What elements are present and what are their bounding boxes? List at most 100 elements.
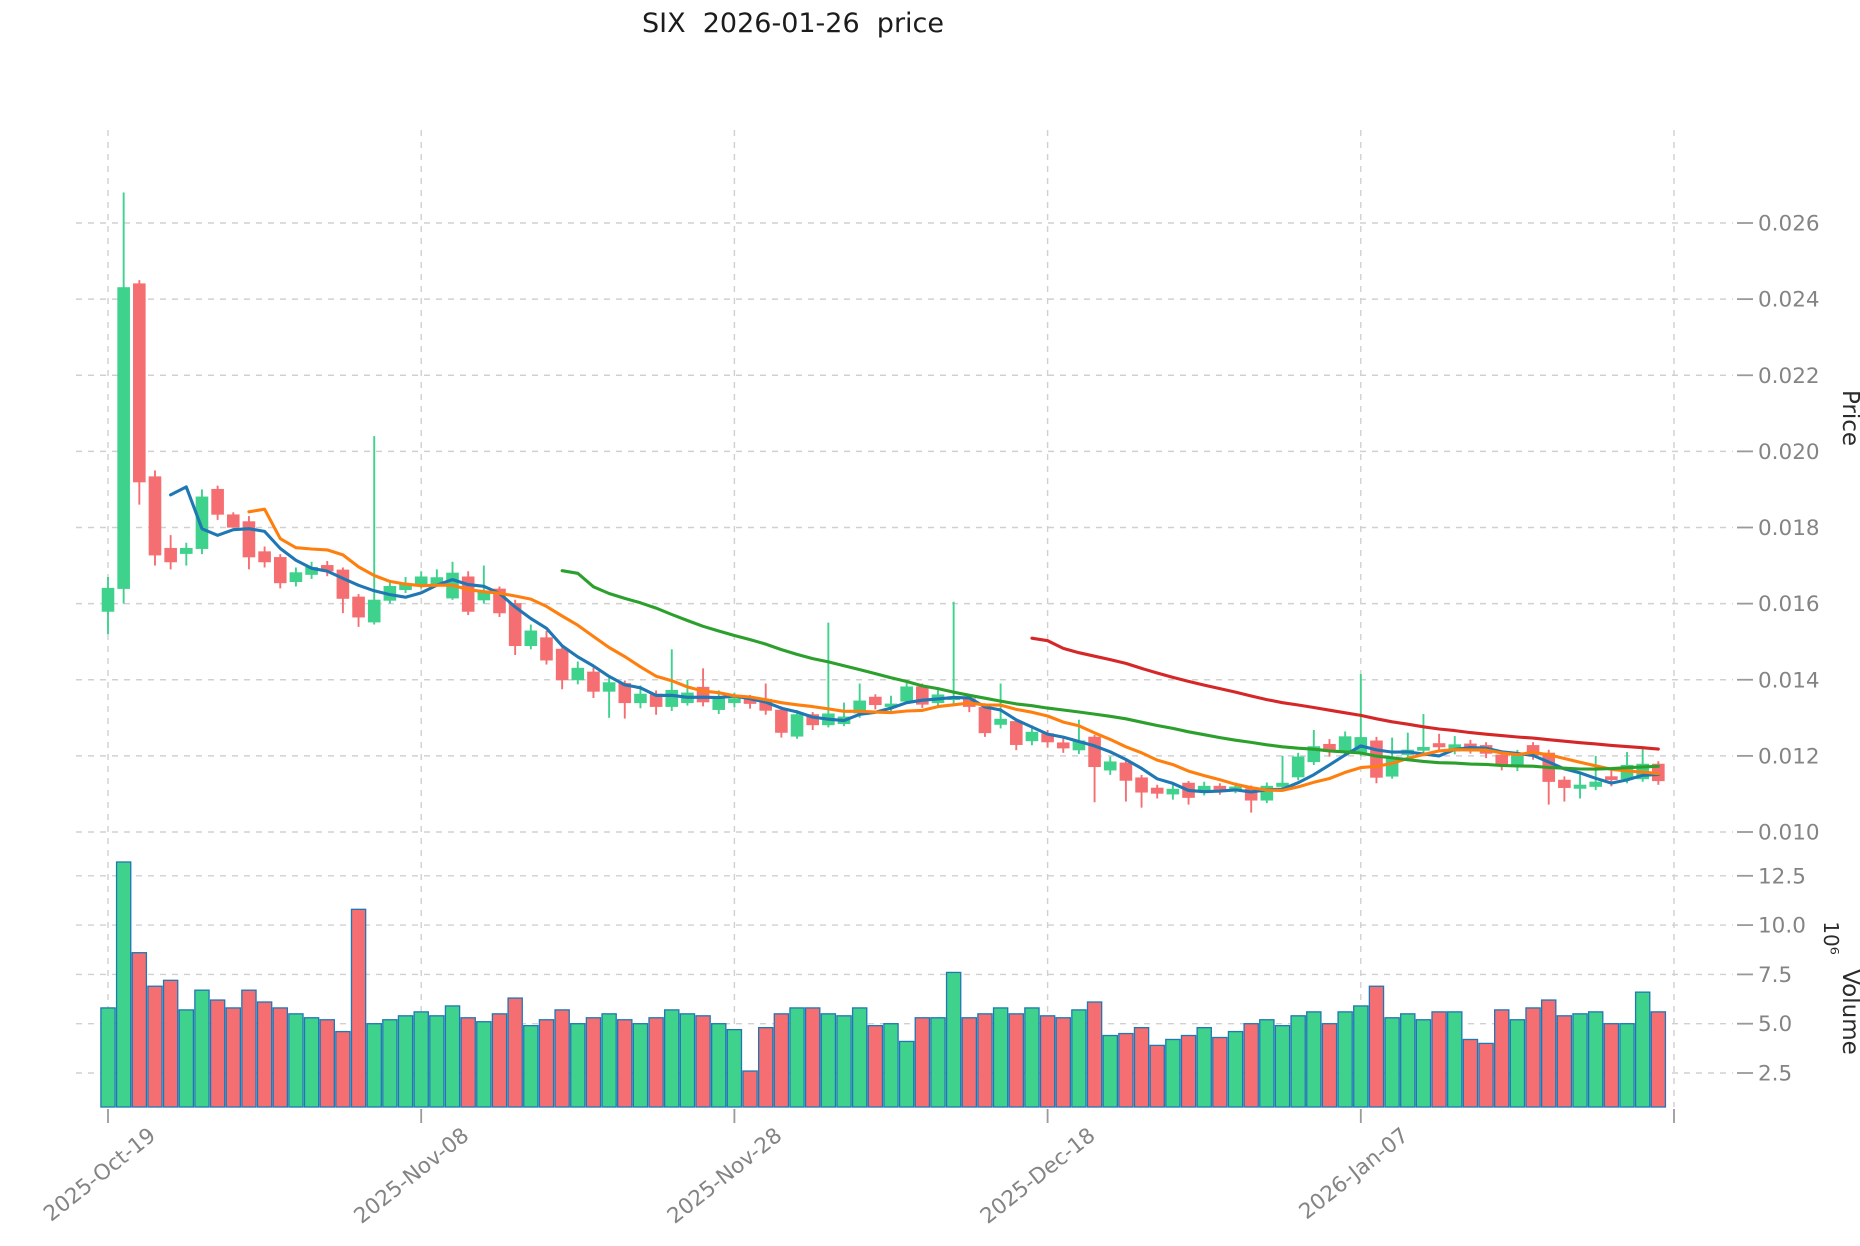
volume-bar xyxy=(460,1017,476,1108)
candle-body xyxy=(775,709,788,733)
volume-bar xyxy=(162,979,179,1108)
date-tick-label: 2026-Jan-07 xyxy=(1295,1123,1414,1225)
volume-bar xyxy=(1415,1019,1432,1108)
candle xyxy=(1589,755,1603,791)
candle xyxy=(1276,755,1289,790)
candle-body xyxy=(1009,721,1023,745)
volume-bar xyxy=(992,1007,1009,1108)
volume-bar xyxy=(413,1011,429,1108)
candle xyxy=(1056,738,1070,753)
price-tick-label: 0.026 xyxy=(1758,212,1820,237)
volume-bar xyxy=(773,1013,790,1108)
candle-body xyxy=(1260,785,1274,801)
candle-body xyxy=(180,547,193,554)
volume-bar xyxy=(147,985,163,1108)
volume-bar xyxy=(256,1001,273,1108)
price-tick-label: 0.024 xyxy=(1758,288,1820,313)
volume-bar xyxy=(178,1009,195,1108)
candle-body xyxy=(367,599,381,623)
candle xyxy=(101,576,115,635)
candle xyxy=(180,542,193,566)
candle xyxy=(461,571,475,616)
candle xyxy=(1370,736,1383,784)
axis-tick-marks xyxy=(107,222,1753,1123)
volume-bar xyxy=(1431,1011,1447,1108)
candle-body xyxy=(790,714,804,737)
candle xyxy=(352,594,365,627)
candle-body xyxy=(289,572,303,583)
candle-body xyxy=(493,588,506,614)
candle-body xyxy=(1119,762,1133,781)
moving-average-lines xyxy=(169,485,1660,794)
volume-bar xyxy=(679,1013,696,1108)
candle xyxy=(1150,784,1164,799)
candle-body xyxy=(1150,787,1164,794)
candle-body xyxy=(869,696,882,705)
volume-bar xyxy=(1259,1019,1275,1108)
volume-bar xyxy=(303,1017,320,1108)
candle-body xyxy=(1276,782,1289,787)
volume-bar xyxy=(1086,1001,1103,1108)
volume-bar xyxy=(319,1019,335,1108)
candle xyxy=(806,712,820,730)
candle-body xyxy=(1573,784,1587,789)
candle-body xyxy=(117,287,130,589)
candle xyxy=(947,601,960,704)
ma10-line xyxy=(247,507,1660,792)
volume-bar xyxy=(1572,1013,1588,1108)
candle-body xyxy=(1589,781,1603,787)
volume-bar xyxy=(710,1023,727,1108)
candle-body xyxy=(101,587,115,612)
ma30-line xyxy=(560,569,1660,771)
candle-body xyxy=(1605,776,1618,780)
candle xyxy=(195,489,209,555)
volume-bar xyxy=(726,1028,743,1108)
candle-body xyxy=(1025,731,1039,742)
volume-bar xyxy=(1634,991,1651,1108)
volume-tick-label: 7.5 xyxy=(1758,963,1792,988)
volume-bar xyxy=(977,1013,993,1108)
candle xyxy=(289,567,303,587)
candle-body xyxy=(461,576,475,612)
candle-body xyxy=(571,667,585,681)
candle-body xyxy=(728,698,741,704)
volume-bar xyxy=(194,989,210,1108)
volume-bar xyxy=(836,1015,852,1108)
price-tick-label: 0.018 xyxy=(1758,516,1820,541)
volume-bar xyxy=(366,1023,382,1108)
volume-bar xyxy=(1525,1007,1541,1108)
candle-body xyxy=(1338,736,1352,752)
volume-bar xyxy=(601,1013,617,1108)
volume-bar xyxy=(1353,1005,1369,1108)
volume-bar xyxy=(1196,1026,1212,1108)
volume-bar xyxy=(1290,1015,1306,1108)
volume-bar xyxy=(804,1007,821,1108)
volume-bar xyxy=(1337,1011,1353,1108)
candle xyxy=(1025,725,1039,746)
candle xyxy=(1166,784,1180,800)
candle xyxy=(775,706,788,738)
volume-bar xyxy=(1102,1034,1118,1108)
volume-axis-exponent: 10⁶ xyxy=(1819,921,1843,954)
volume-bar xyxy=(272,1007,289,1108)
volume-bar xyxy=(1227,1030,1244,1108)
candle-body xyxy=(226,514,240,528)
volume-bar xyxy=(225,1007,242,1108)
candle xyxy=(1542,749,1556,805)
volume-bar xyxy=(742,1070,758,1108)
candle-body xyxy=(352,596,365,618)
chart-title: SIX 2026-01-26 price xyxy=(642,8,944,39)
price-tick-label: 0.010 xyxy=(1758,821,1820,846)
candle-body xyxy=(258,551,271,563)
candle-body xyxy=(195,496,209,549)
candle-body xyxy=(1166,788,1180,795)
candle-body xyxy=(1056,742,1070,749)
candle-body xyxy=(336,569,350,599)
ma60-line xyxy=(1030,636,1660,751)
candle xyxy=(1573,774,1587,799)
volume-bar xyxy=(867,1025,884,1108)
volume-bar xyxy=(1024,1007,1040,1108)
candle-body xyxy=(696,686,710,703)
candle-body xyxy=(133,283,146,483)
